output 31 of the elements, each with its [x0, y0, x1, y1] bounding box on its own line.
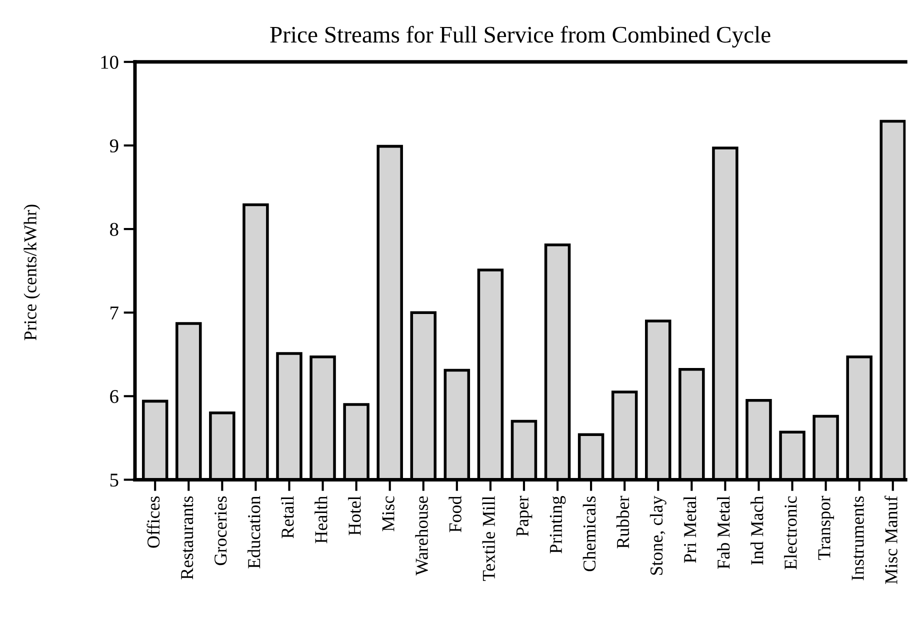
- x-tick-label: Textile Mill: [482, 496, 495, 581]
- y-tick-label: 8: [110, 222, 118, 236]
- x-tick-label: Paper: [516, 496, 532, 536]
- x-tick-label: Health: [314, 496, 328, 544]
- x-tick-label: Stone, clay: [650, 496, 666, 575]
- x-tick-label: Misc: [382, 496, 394, 532]
- x-tick-label: Fab Metal: [717, 496, 730, 569]
- x-tick-label: Chemicals: [582, 496, 596, 572]
- y-tick-label: 6: [110, 390, 118, 404]
- y-tick-label: 9: [110, 139, 118, 152]
- x-tick-label: Education: [248, 496, 260, 568]
- chart-title: Price Streams for Full Service from Combined Cycle: [270, 26, 770, 48]
- y-tick-label: 10: [101, 56, 118, 69]
- x-tick-label: Electronic: [784, 496, 797, 570]
- x-tick-label: Warehouse: [415, 496, 428, 576]
- x-tick-label: Transpor: [818, 496, 834, 560]
- x-tick-label: Pri Metal: [683, 496, 696, 563]
- x-tick-label: Ind Mach: [750, 496, 764, 565]
- y-tick-label: 7: [110, 306, 118, 320]
- x-tick-label: Printing: [550, 496, 566, 554]
- y-tick-label: 5: [110, 474, 118, 487]
- x-tick-label: Restaurants: [181, 496, 194, 580]
- y-axis-title: Price (cents/kWhr): [24, 204, 40, 340]
- x-tick-label: Offices: [146, 496, 160, 548]
- x-tick-label: Food: [448, 496, 462, 532]
- x-tick-label: Groceries: [214, 496, 227, 566]
- x-tick-label: Hotel: [348, 496, 361, 536]
- x-tick-label: Retail: [281, 496, 294, 538]
- x-tick-label: Rubber: [616, 496, 630, 548]
- x-tick-label: Misc Manuf: [884, 496, 898, 584]
- x-tick-label: Instruments: [852, 496, 864, 580]
